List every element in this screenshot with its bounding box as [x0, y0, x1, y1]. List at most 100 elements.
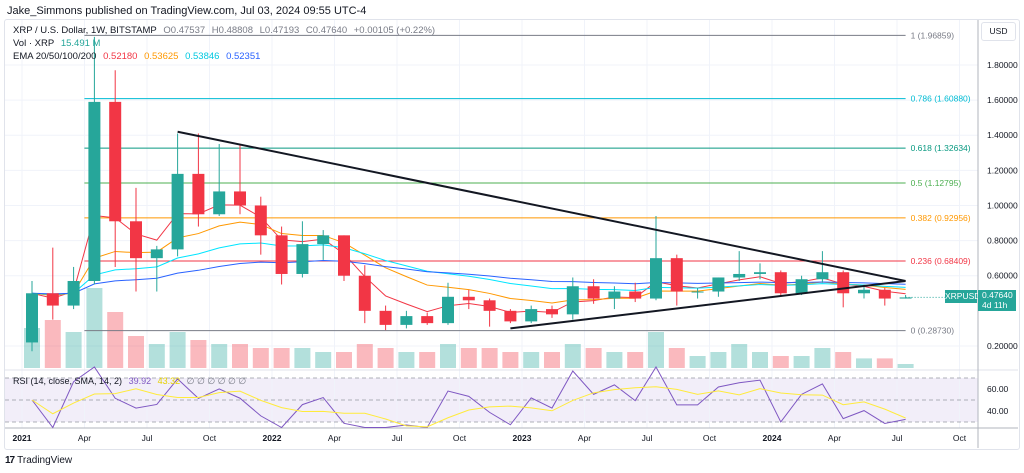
candle [46, 247, 59, 320]
volume-bar [627, 352, 644, 368]
candle [691, 288, 704, 299]
time-tick: Oct [453, 433, 467, 443]
candle-body [816, 272, 829, 280]
symbol-legend: XRP / U.S. Dollar, 1W, BITSTAMP O0.47537… [13, 25, 439, 36]
candle [899, 295, 912, 299]
volume-bar [377, 348, 394, 368]
volume-bar [107, 312, 124, 368]
candle [26, 280, 38, 352]
price-tick: 0.20000 [987, 341, 1018, 351]
ema-line-3 [31, 259, 906, 295]
volume-bar [710, 352, 727, 368]
rsi-sma-value: 43.32 [157, 376, 181, 386]
volume-bar [668, 348, 685, 368]
symbol-price-tag: XRPUSD [945, 290, 981, 303]
candle [234, 144, 246, 215]
volume-bar [814, 348, 831, 368]
fib-level-label: 0.382 (0.92956) [911, 213, 971, 223]
time-tick: Jul [392, 433, 403, 443]
volume-bar [398, 352, 415, 368]
candle-body [587, 286, 600, 299]
candle-body [192, 173, 205, 215]
candle-body [109, 101, 122, 222]
volume-bar [897, 364, 914, 368]
rsi-value: 39.92 [128, 376, 152, 386]
volume-bar [606, 352, 623, 368]
volume-bar [648, 332, 664, 368]
volume-bar [585, 348, 602, 368]
volume-bar [564, 344, 581, 368]
volume-bar [44, 320, 61, 368]
open-value: O0.47537 [163, 25, 206, 36]
candle-body [421, 316, 434, 324]
candle [795, 275, 808, 296]
candle [587, 279, 600, 304]
candle-body [296, 244, 309, 274]
candle-body [712, 277, 725, 292]
candle-body [504, 310, 517, 322]
volume-bar [86, 288, 103, 368]
candle-body [837, 272, 850, 294]
fib-level-label: 1 (1.96859) [911, 30, 955, 40]
candle [400, 310, 413, 329]
candle [712, 277, 725, 297]
last-price: 0.47640 [982, 290, 1013, 300]
time-tick: 2022 [263, 433, 282, 443]
candle-body [483, 300, 496, 311]
volume-bar [294, 348, 311, 368]
time-tick: Apr [78, 433, 91, 443]
high-value: H0.48808 [211, 25, 253, 36]
candle [358, 265, 371, 324]
currency-button[interactable]: USD [981, 22, 1016, 41]
candle-body [358, 275, 371, 311]
chart-frame[interactable] [4, 19, 1020, 450]
volume-value: 15.491 M [60, 38, 101, 49]
rsi-sma-line [31, 386, 906, 428]
bar-countdown: 4d 11h [982, 300, 1008, 310]
time-tick: Jul [892, 433, 903, 443]
candle-body [46, 293, 59, 306]
fib-level-label: 0 (0.28730) [911, 326, 955, 336]
candle-body [754, 272, 766, 274]
candle-body [774, 272, 787, 294]
volume-label: Vol · XRP [13, 38, 55, 49]
ema-legend: EMA 20/50/100/200 0.52180 0.53625 0.5384… [13, 51, 264, 62]
candle [379, 305, 392, 331]
volume-bar [315, 352, 332, 368]
volume-bar [440, 344, 456, 368]
ema50-value: 0.53625 [144, 51, 179, 62]
last-price-tag: 0.47640 4d 11h [978, 290, 1016, 311]
volume-bar [772, 356, 789, 368]
candle [733, 251, 746, 281]
rsi-line [31, 366, 906, 429]
volume-bar [752, 352, 768, 368]
candle [525, 305, 538, 324]
candle-body [858, 289, 870, 294]
time-tick: 2021 [13, 433, 32, 443]
volume-bar [169, 332, 186, 368]
volume-bar [856, 358, 872, 368]
volume-bar [460, 348, 477, 368]
candle-body [150, 249, 163, 259]
time-tick: 2024 [763, 433, 782, 443]
time-tick: Apr [578, 433, 591, 443]
rsi-legend: RSI (14, close, SMA, 14, 2) 39.92 43.32 … [13, 376, 250, 387]
volume-bar [65, 332, 82, 368]
change-value: +0.00105 (+0.22%) [353, 25, 436, 36]
candle [88, 36, 101, 285]
candle [317, 230, 330, 260]
price-tick: 1.80000 [987, 60, 1018, 70]
candle-body [670, 258, 683, 292]
trendline [510, 279, 906, 330]
price-tick: 1.60000 [987, 95, 1018, 105]
candle-body [400, 316, 413, 325]
volume-bar [273, 348, 290, 368]
candle [670, 254, 683, 306]
rsi-empty-values: ∅ ∅ ∅ ∅ ∅ ∅ [186, 376, 247, 386]
tradingview-logo[interactable]: 17 TradingView [5, 455, 72, 466]
candle [878, 288, 891, 306]
candle [338, 235, 350, 281]
candle-body [254, 205, 267, 236]
price-tick: 1.20000 [987, 165, 1018, 175]
